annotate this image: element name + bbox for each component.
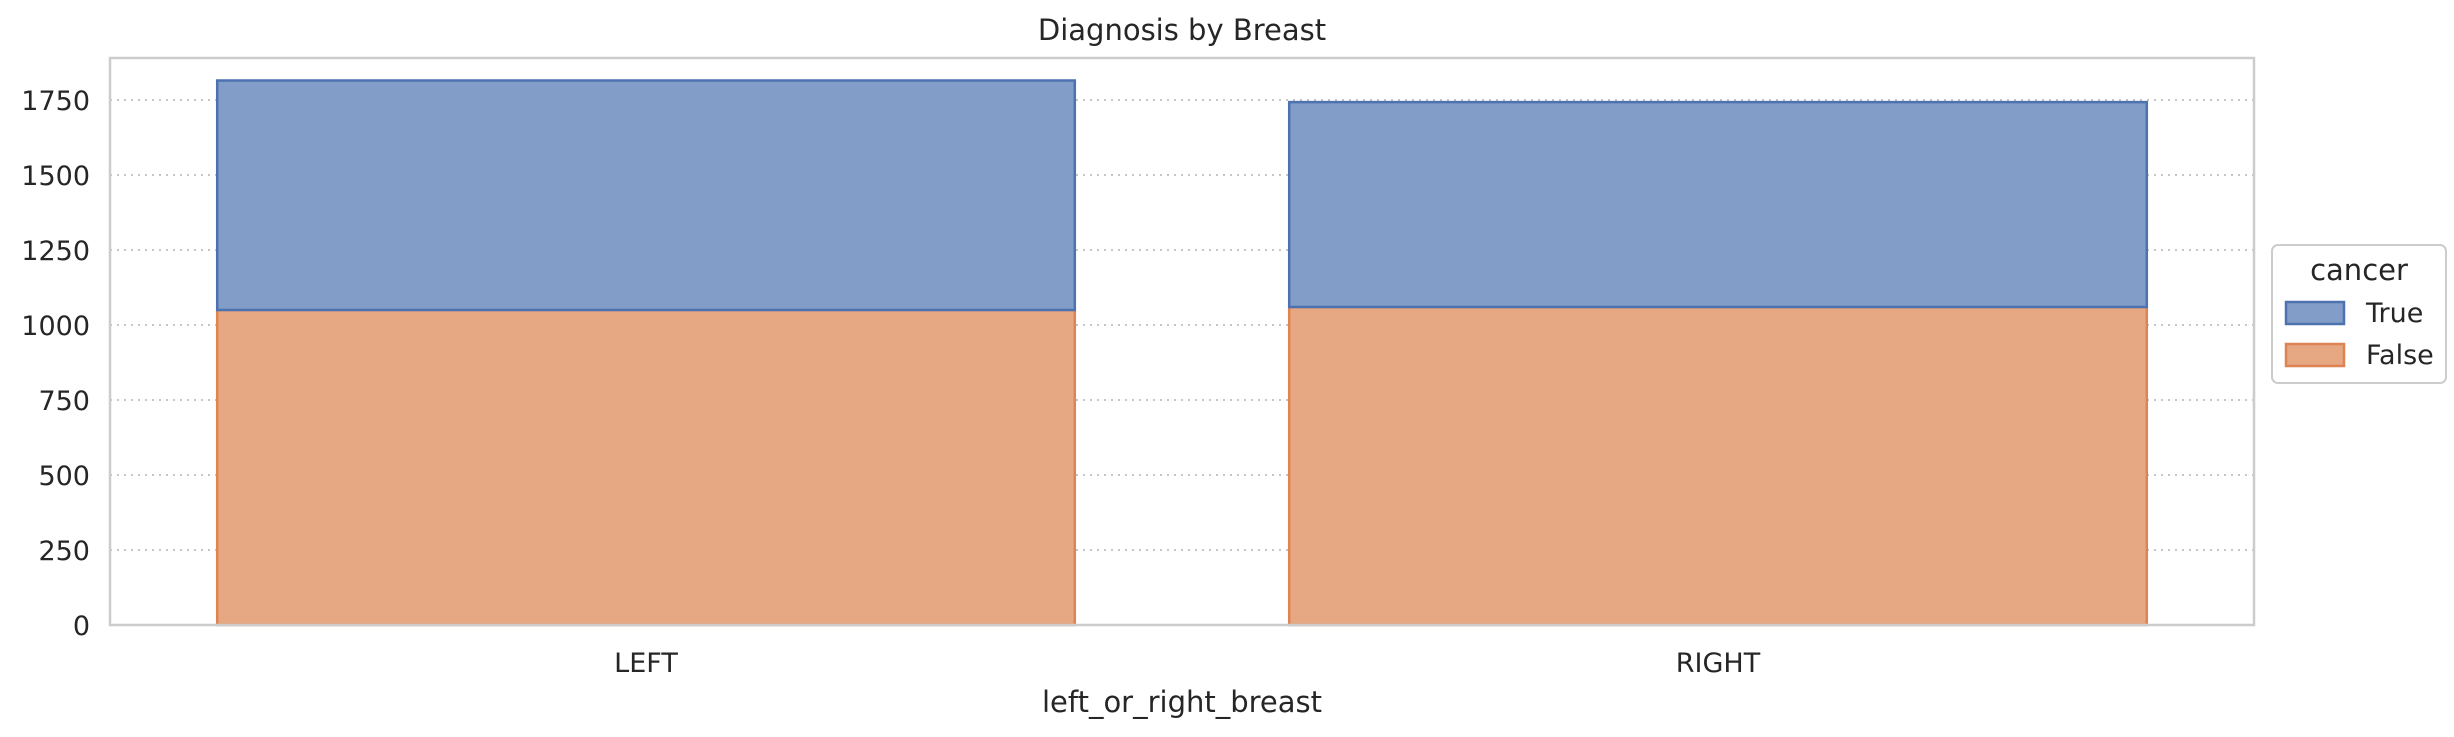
y-tick-label: 500 — [38, 461, 90, 492]
bars — [215, 79, 2149, 627]
bar-true-right — [1287, 100, 2149, 309]
x-axis-label: left_or_right_breast — [1042, 685, 1322, 719]
legend-title: cancer — [2310, 253, 2408, 287]
legend-label-false: False — [2366, 340, 2434, 371]
y-tick-label: 1250 — [21, 236, 90, 267]
legend-swatch-true — [2284, 300, 2346, 326]
legend-swatch-false — [2284, 342, 2346, 368]
y-tick-label: 250 — [38, 536, 90, 567]
chart-title: Diagnosis by Breast — [1038, 13, 1326, 47]
y-tick-label: 0 — [73, 611, 90, 642]
bar-false-left — [215, 308, 1077, 627]
legend: cancer True False — [2271, 244, 2447, 384]
bar-true-left — [215, 79, 1077, 312]
y-axis-ticks: 0 250 500 750 1000 1250 1500 1750 — [21, 86, 90, 642]
plot-frame — [108, 56, 2256, 627]
y-tick-label: 1750 — [21, 86, 90, 117]
x-axis-ticks: LEFT RIGHT — [614, 648, 1761, 679]
y-tick-label: 1000 — [21, 311, 90, 342]
x-tick-label: LEFT — [614, 648, 678, 679]
legend-label-true: True — [2365, 298, 2423, 329]
y-tick-label: 1500 — [21, 161, 90, 192]
x-tick-label: RIGHT — [1676, 648, 1761, 679]
bar-false-right — [1287, 305, 2149, 627]
y-tick-label: 750 — [38, 386, 90, 417]
